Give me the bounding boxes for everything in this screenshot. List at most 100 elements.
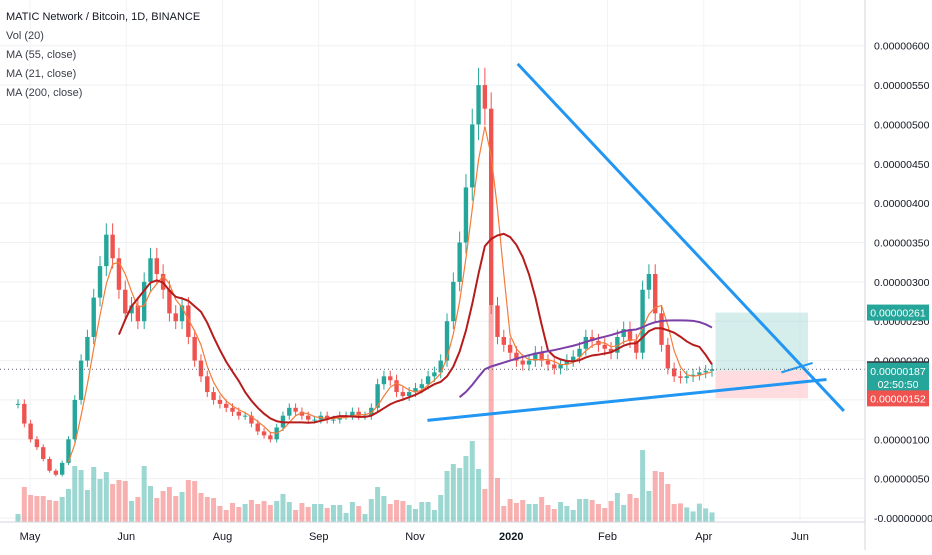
- volume-bar: [545, 505, 551, 522]
- volume-bar: [394, 500, 400, 522]
- candle-body: [129, 305, 134, 314]
- volume-bar: [261, 501, 267, 522]
- candle-body: [72, 399, 77, 440]
- candle-body: [299, 411, 305, 416]
- volume-bar: [400, 501, 406, 522]
- candle-body: [369, 407, 374, 416]
- volume-bar: [103, 472, 109, 522]
- volume-bar: [78, 470, 84, 522]
- volume-bar: [703, 508, 709, 522]
- volume-bar: [368, 499, 374, 522]
- volume-bar: [558, 502, 564, 522]
- volume-bar: [356, 506, 362, 522]
- volume-bar: [457, 468, 463, 522]
- candle-body: [495, 305, 500, 337]
- volume-bar: [312, 504, 318, 522]
- volume-bar: [659, 472, 665, 522]
- volume-bar: [198, 493, 204, 522]
- volume-bar: [602, 508, 608, 522]
- candle-body: [41, 447, 46, 459]
- volume-bar: [330, 505, 336, 522]
- indicator-volume[interactable]: Vol (20): [6, 30, 44, 42]
- volume-bar: [362, 514, 368, 522]
- volume-bar: [84, 490, 90, 522]
- x-tick-label: Feb: [598, 531, 617, 543]
- volume-bar: [381, 496, 387, 522]
- price-tag-label: 0.00000187: [870, 366, 926, 378]
- candle-body: [331, 419, 336, 421]
- candle-body: [545, 360, 551, 365]
- candle-body: [66, 439, 71, 463]
- x-tick-label: Apr: [695, 531, 712, 543]
- volume-bar: [65, 489, 71, 522]
- y-tick-label: 0.00000050: [874, 474, 930, 486]
- volume-bar: [116, 480, 122, 522]
- candle-body: [148, 258, 153, 282]
- candle-body: [236, 411, 242, 416]
- volume-bar: [677, 503, 683, 522]
- volume-bar: [469, 441, 475, 522]
- candle-body: [571, 356, 576, 361]
- volume-bar: [141, 466, 147, 522]
- candle-body: [419, 384, 424, 389]
- price-tag-target: [867, 304, 929, 321]
- candle-body: [577, 348, 582, 357]
- candle-body: [684, 376, 689, 378]
- x-tick-label: Aug: [213, 531, 233, 543]
- volume-bar: [526, 504, 532, 522]
- candle-body: [293, 407, 298, 412]
- candle-body: [53, 470, 59, 475]
- y-tick-label: 0.00000550: [874, 80, 930, 92]
- volume-bar: [318, 504, 324, 522]
- indicator-ma21[interactable]: MA (21, close): [6, 68, 77, 80]
- candle-body: [703, 370, 708, 373]
- volume-bar: [621, 505, 627, 522]
- candle-body: [123, 289, 128, 314]
- candle-body: [255, 423, 260, 432]
- x-tick-label: 2020: [499, 531, 523, 543]
- volume-bar: [274, 501, 280, 522]
- volume-bar: [513, 503, 519, 522]
- y-tick-label: -0.00000000: [874, 513, 932, 525]
- volume-bar: [709, 512, 715, 522]
- volume-bar: [248, 500, 254, 522]
- volume-bar: [230, 503, 236, 522]
- candle-body: [394, 380, 399, 393]
- candle-body: [470, 124, 475, 188]
- candle-body: [709, 369, 715, 371]
- y-tick-label: 0.00000500: [874, 119, 930, 131]
- candle-body: [59, 462, 65, 475]
- volume-bar: [217, 506, 223, 522]
- candle-body: [665, 344, 671, 369]
- volume-bar: [59, 497, 65, 522]
- y-tick-label: 0.00000100: [874, 434, 930, 446]
- volume-bar: [570, 510, 576, 522]
- volume-bar: [110, 484, 116, 522]
- price-tag-label: 0.00000261: [870, 308, 926, 320]
- volume-bar: [204, 497, 210, 522]
- candle-body: [646, 274, 652, 290]
- candle-body: [375, 384, 380, 408]
- x-tick-label: Nov: [405, 531, 425, 543]
- candle-body: [627, 329, 633, 341]
- volume-bar: [192, 481, 198, 522]
- indicator-ma200[interactable]: MA (200, close): [6, 87, 83, 99]
- volume-bar: [482, 489, 488, 522]
- candle-body: [400, 392, 406, 396]
- candle-body: [526, 360, 532, 365]
- indicator-ma55[interactable]: MA (55, close): [6, 49, 77, 61]
- volume-bar: [122, 481, 128, 522]
- candle-body: [438, 360, 443, 373]
- candle-body: [179, 305, 185, 322]
- y-tick-label: 0.00000300: [874, 277, 930, 289]
- candle-body: [287, 407, 292, 416]
- volume-bar: [72, 466, 78, 522]
- candle-body: [230, 407, 235, 412]
- candle-body: [640, 289, 645, 353]
- candle-body: [211, 392, 216, 400]
- candle-body: [22, 403, 27, 424]
- volume-bar: [419, 502, 425, 522]
- candle-body: [501, 336, 506, 345]
